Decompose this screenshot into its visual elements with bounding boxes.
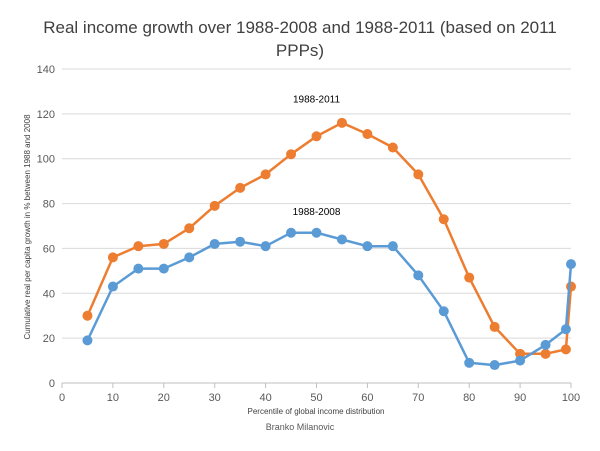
y-tick-20: 20 xyxy=(43,333,55,345)
data-point-1988-2011-99 xyxy=(560,344,571,355)
data-point-1988-2011-25 xyxy=(184,223,195,234)
x-tick-100: 100 xyxy=(562,392,580,404)
x-tick-40: 40 xyxy=(259,392,271,404)
data-point-1988-2011-85 xyxy=(489,321,500,332)
y-tick-100: 100 xyxy=(37,154,55,166)
series-label-1988-2008: 1988-2008 xyxy=(293,207,341,218)
y-tick-60: 60 xyxy=(43,243,55,255)
data-point-1988-2008-25 xyxy=(184,252,195,263)
x-tick-labels: 0 10 20 30 40 50 60 70 80 90 100 xyxy=(59,392,580,404)
series-line-1988-2008 xyxy=(86,231,573,367)
data-point-1988-2011-100 xyxy=(566,281,576,292)
data-point-1988-2011-20 xyxy=(158,238,169,249)
data-point-1988-2008-99 xyxy=(560,324,571,335)
data-point-1988-2008-60 xyxy=(362,241,373,252)
data-point-1988-2008-85 xyxy=(489,360,500,371)
x-tick-80: 80 xyxy=(463,392,475,404)
data-point-1988-2011-60 xyxy=(362,129,373,140)
y-tick-120: 120 xyxy=(37,109,55,121)
series-label-1988-2011: 1988-2011 xyxy=(293,95,341,106)
x-tick-90: 90 xyxy=(514,392,526,404)
data-point-1988-2008-35 xyxy=(235,236,246,247)
gridlines xyxy=(62,68,571,339)
x-tick-60: 60 xyxy=(361,392,373,404)
data-point-1988-2011-30 xyxy=(209,200,220,211)
y-tick-labels: 0 20 40 60 80 100 120 140 xyxy=(37,64,55,390)
data-point-1988-2008-80 xyxy=(464,357,475,368)
source-credit: Branko Milanovic xyxy=(265,422,335,432)
data-point-1988-2008-40 xyxy=(260,241,271,252)
data-point-1988-2008-100 xyxy=(566,259,576,270)
data-point-1988-2011-50 xyxy=(311,131,322,142)
data-point-1988-2008-20 xyxy=(158,263,169,274)
x-tick-10: 10 xyxy=(107,392,119,404)
data-point-1988-2008-95 xyxy=(540,339,551,350)
y-tick-140: 140 xyxy=(37,64,55,76)
data-point-1988-2008-75 xyxy=(438,306,449,317)
chart-title: Real income growth over 1988-2008 and 19… xyxy=(43,18,557,60)
data-point-1988-2011-45 xyxy=(286,149,297,160)
data-point-1988-2008-65 xyxy=(387,241,398,252)
data-point-1988-2011-35 xyxy=(235,182,246,193)
data-point-1988-2008-5 xyxy=(82,335,93,346)
y-axis-title: Cumulative real per capita growth in % b… xyxy=(23,114,32,340)
data-point-1988-2011-75 xyxy=(438,214,449,225)
data-point-1988-2011-80 xyxy=(464,272,475,283)
x-tick-20: 20 xyxy=(158,392,170,404)
data-point-1988-2008-10 xyxy=(107,281,118,292)
data-point-1988-2011-55 xyxy=(336,117,347,128)
data-point-1988-2011-10 xyxy=(107,252,118,263)
x-axis-title: Percentile of global income distribution xyxy=(248,407,385,416)
data-point-1988-2008-15 xyxy=(133,263,144,274)
data-point-1988-2008-30 xyxy=(209,238,220,249)
data-point-1988-2011-65 xyxy=(387,142,398,153)
data-point-1988-2008-90 xyxy=(515,355,526,366)
x-tick-0: 0 xyxy=(59,392,65,404)
series-line-1988-2011 xyxy=(86,121,573,356)
y-tick-0: 0 xyxy=(49,378,55,390)
data-series xyxy=(82,117,576,371)
data-point-1988-2011-95 xyxy=(540,348,551,359)
data-point-1988-2011-15 xyxy=(133,241,144,252)
data-point-1988-2008-50 xyxy=(311,227,322,238)
y-tick-80: 80 xyxy=(43,199,55,211)
axes xyxy=(61,382,572,388)
x-tick-70: 70 xyxy=(412,392,424,404)
data-point-1988-2011-70 xyxy=(413,169,424,180)
y-tick-40: 40 xyxy=(43,288,55,300)
data-point-1988-2008-55 xyxy=(336,234,347,245)
data-point-1988-2008-45 xyxy=(286,227,297,238)
data-point-1988-2011-5 xyxy=(82,310,93,321)
x-tick-30: 30 xyxy=(209,392,221,404)
series-labels: 1988-2011 1988-2008 xyxy=(293,95,341,218)
data-point-1988-2008-70 xyxy=(413,270,424,281)
data-point-1988-2011-40 xyxy=(260,169,271,180)
x-tick-50: 50 xyxy=(310,392,322,404)
